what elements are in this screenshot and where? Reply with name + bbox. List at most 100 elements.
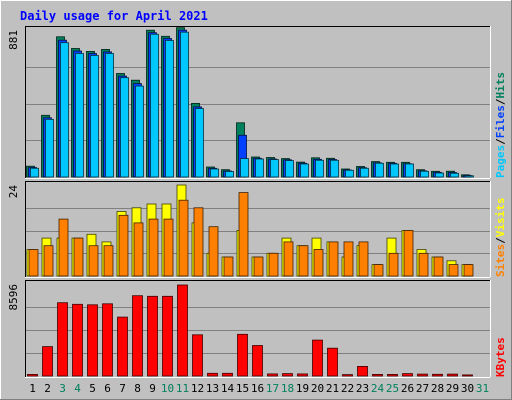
bar-sites-day-13: [208, 226, 219, 277]
day-label-13: 13: [206, 382, 219, 395]
bar-kbytes-day-5: [87, 304, 98, 377]
bar-kbytes-day-19: [297, 373, 308, 377]
bar-kbytes-day-29: [447, 373, 458, 377]
bar-sites-day-22: [343, 241, 354, 277]
day-label-11: 11: [176, 382, 189, 395]
day-label-6: 6: [104, 382, 111, 395]
bar-kbytes-day-27: [417, 373, 428, 377]
bar-sites-day-17: [268, 252, 279, 277]
day-labels: 1 2 3 4 5 6 7 8 9 10 11 12 13 14 15 16 17 18 19 20 21 22 23 24 2…: [29, 382, 489, 395]
bar-pages-day-27: [420, 170, 429, 178]
bar-pages-day-17: [270, 159, 279, 178]
bar-sites-day-1: [28, 249, 39, 277]
bar-kbytes-day-3: [57, 302, 68, 377]
bar-kbytes-day-30: [462, 374, 473, 377]
bar-sites-day-25: [388, 252, 399, 277]
bar-sites-day-6: [103, 245, 114, 277]
bar-sites-day-11: [178, 199, 189, 277]
bar-kbytes-day-10: [162, 295, 173, 377]
day-label-22: 22: [341, 382, 354, 395]
bar-pages-day-7: [120, 77, 129, 178]
day-label-19: 19: [296, 382, 309, 395]
bar-kbytes-day-16: [252, 345, 263, 377]
day-label-2: 2: [44, 382, 51, 395]
bar-sites-day-5: [88, 245, 99, 277]
bar-pages-day-12: [195, 108, 204, 178]
panel-max-label: 8596: [7, 284, 20, 311]
panel-legend: KBytes: [494, 337, 507, 377]
panel-max-label: 881: [7, 30, 20, 50]
panel-hits-files-pages: 881 Pages/Files/Hits: [7, 26, 507, 179]
bar-sites-day-15: [238, 192, 249, 277]
panel-legend: Pages/Files/Hits: [494, 72, 507, 178]
bar-pages-day-6: [105, 53, 114, 178]
bar-pages-day-2: [45, 119, 54, 178]
panel-visits-sites: 24 Sites/Visits: [7, 181, 507, 278]
bar-kbytes-day-20: [312, 339, 323, 377]
bar-pages-day-4: [75, 53, 84, 178]
panel-legend: Sites/Visits: [494, 198, 507, 278]
bar-sites-day-30: [463, 264, 474, 277]
bar-sites-day-4: [73, 237, 84, 277]
bar-pages-day-10: [165, 40, 174, 178]
bar-pages-day-25: [390, 163, 399, 178]
chart-title: Daily usage for April 2021: [20, 9, 208, 23]
bar-sites-day-21: [328, 241, 339, 277]
legend-entry-sites: Sites: [494, 244, 507, 277]
legend-entry-hits: Hits: [494, 72, 507, 99]
day-label-21: 21: [326, 382, 339, 395]
bar-kbytes-day-22: [342, 374, 353, 377]
bar-pages-day-21: [330, 159, 339, 178]
bar-kbytes-day-9: [147, 295, 158, 377]
bar-sites-day-10: [163, 218, 174, 277]
bar-kbytes-day-26: [402, 373, 413, 377]
bar-sites-day-28: [433, 256, 444, 277]
bar-pages-day-26: [405, 163, 414, 178]
bar-pages-day-1: [30, 167, 39, 178]
bar-sites-day-20: [313, 249, 324, 277]
bar-sites-day-24: [373, 264, 384, 277]
bar-pages-day-29: [450, 172, 459, 178]
day-label-18: 18: [281, 382, 294, 395]
bar-pages-day-30: [465, 175, 474, 178]
bar-kbytes-day-8: [132, 295, 143, 377]
bar-kbytes-day-15: [237, 333, 248, 377]
panel-kbytes: 8596 KBytes: [7, 280, 507, 378]
day-label-26: 26: [401, 382, 414, 395]
day-label-30: 30: [461, 382, 474, 395]
bar-kbytes-day-24: [372, 373, 383, 377]
day-label-4: 4: [74, 382, 81, 395]
bar-kbytes-day-23: [357, 365, 368, 377]
day-label-1: 1: [29, 382, 36, 395]
bar-pages-day-9: [150, 33, 159, 178]
day-label-12: 12: [191, 382, 204, 395]
legend-entry-kbytes: KBytes: [494, 337, 507, 377]
bar-pages-day-22: [345, 169, 354, 178]
day-label-10: 10: [161, 382, 174, 395]
bar-sites-day-19: [298, 245, 309, 277]
bar-sites-day-14: [223, 256, 234, 277]
day-label-3: 3: [59, 382, 66, 395]
bar-pages-day-23: [360, 167, 369, 178]
day-label-23: 23: [356, 382, 369, 395]
bar-pages-day-15: [240, 158, 249, 178]
day-label-14: 14: [221, 382, 235, 395]
bar-sites-day-23: [358, 241, 369, 277]
bar-sites-day-16: [253, 256, 264, 277]
bar-kbytes-day-2: [42, 346, 53, 377]
day-label-7: 7: [119, 382, 126, 395]
legend-entry-visits: Visits: [494, 198, 507, 238]
bar-kbytes-day-7: [117, 316, 128, 377]
day-label-5: 5: [89, 382, 96, 395]
bar-kbytes-day-14: [222, 372, 233, 377]
bar-kbytes-day-28: [432, 373, 443, 377]
legend-entry-files: Files: [494, 105, 507, 138]
bar-sites-day-7: [118, 214, 129, 277]
bar-sites-day-12: [193, 207, 204, 277]
bar-pages-day-5: [90, 55, 99, 178]
bar-kbytes-day-6: [102, 303, 113, 377]
bar-sites-day-27: [418, 252, 429, 277]
legend-separator: /: [494, 98, 507, 105]
day-label-29: 29: [446, 382, 459, 395]
